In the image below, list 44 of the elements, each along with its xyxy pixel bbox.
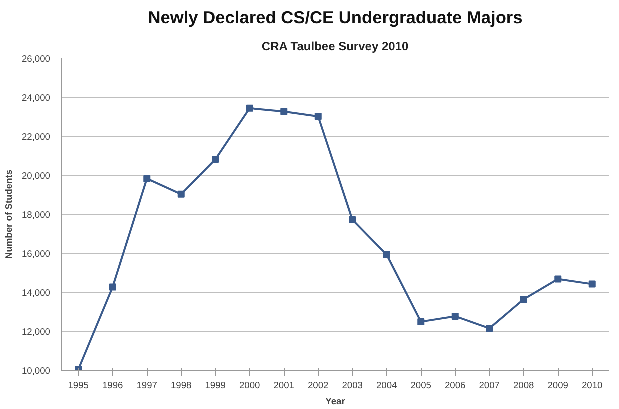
x-tick-label: 2009	[548, 380, 569, 390]
x-tick-label: 1999	[205, 380, 226, 390]
x-tick-label: 2001	[274, 380, 295, 390]
y-tick-label: 12,000	[22, 327, 50, 337]
point	[280, 108, 288, 116]
y-tick-label: 14,000	[22, 288, 50, 298]
x-tick-label: 2000	[240, 380, 260, 390]
x-tick-label: 1996	[102, 380, 124, 390]
point	[178, 190, 185, 198]
point	[418, 318, 425, 326]
point	[212, 156, 220, 164]
point	[383, 251, 390, 258]
x-tick-label: 2007	[479, 380, 500, 390]
x-tick-label: 1997	[136, 380, 158, 390]
point	[109, 284, 116, 291]
y-tick-label: 26,000	[22, 54, 50, 64]
x-tick-label: 2005	[410, 380, 432, 390]
point	[144, 175, 151, 182]
x-tick-label: 2006	[445, 380, 466, 390]
x-tick-label: 2010	[582, 380, 603, 390]
point	[246, 104, 254, 112]
point	[554, 276, 562, 283]
y-tick-label: 20,000	[22, 171, 50, 181]
x-axis-title: Year	[326, 396, 346, 406]
point	[486, 325, 494, 332]
x-tick-label: 2004	[376, 380, 398, 390]
point	[452, 312, 459, 320]
y-tick-label: 22,000	[22, 132, 50, 142]
x-tick-label: 2008	[514, 380, 534, 390]
chart-title: Newly Declared CS/CE Undergraduate Majors	[148, 8, 523, 28]
y-tick-label: 16,000	[22, 249, 50, 259]
y-tick-label: 10,000	[22, 366, 50, 376]
point	[520, 296, 528, 304]
y-tick-label: 18,000	[22, 210, 50, 220]
y-axis-title: Number of Students	[4, 170, 14, 260]
point	[588, 280, 596, 288]
x-tick-label: 1998	[171, 380, 192, 390]
x-tick-label: 2002	[308, 380, 329, 390]
x-tick-label: 1995	[68, 380, 90, 390]
x-tick-label: 2003	[342, 380, 364, 390]
point	[349, 216, 356, 224]
y-tick-label: 24,000	[22, 93, 50, 103]
point	[314, 113, 322, 120]
chart-subtitle: CRA Taulbee Survey 2010	[262, 40, 409, 54]
